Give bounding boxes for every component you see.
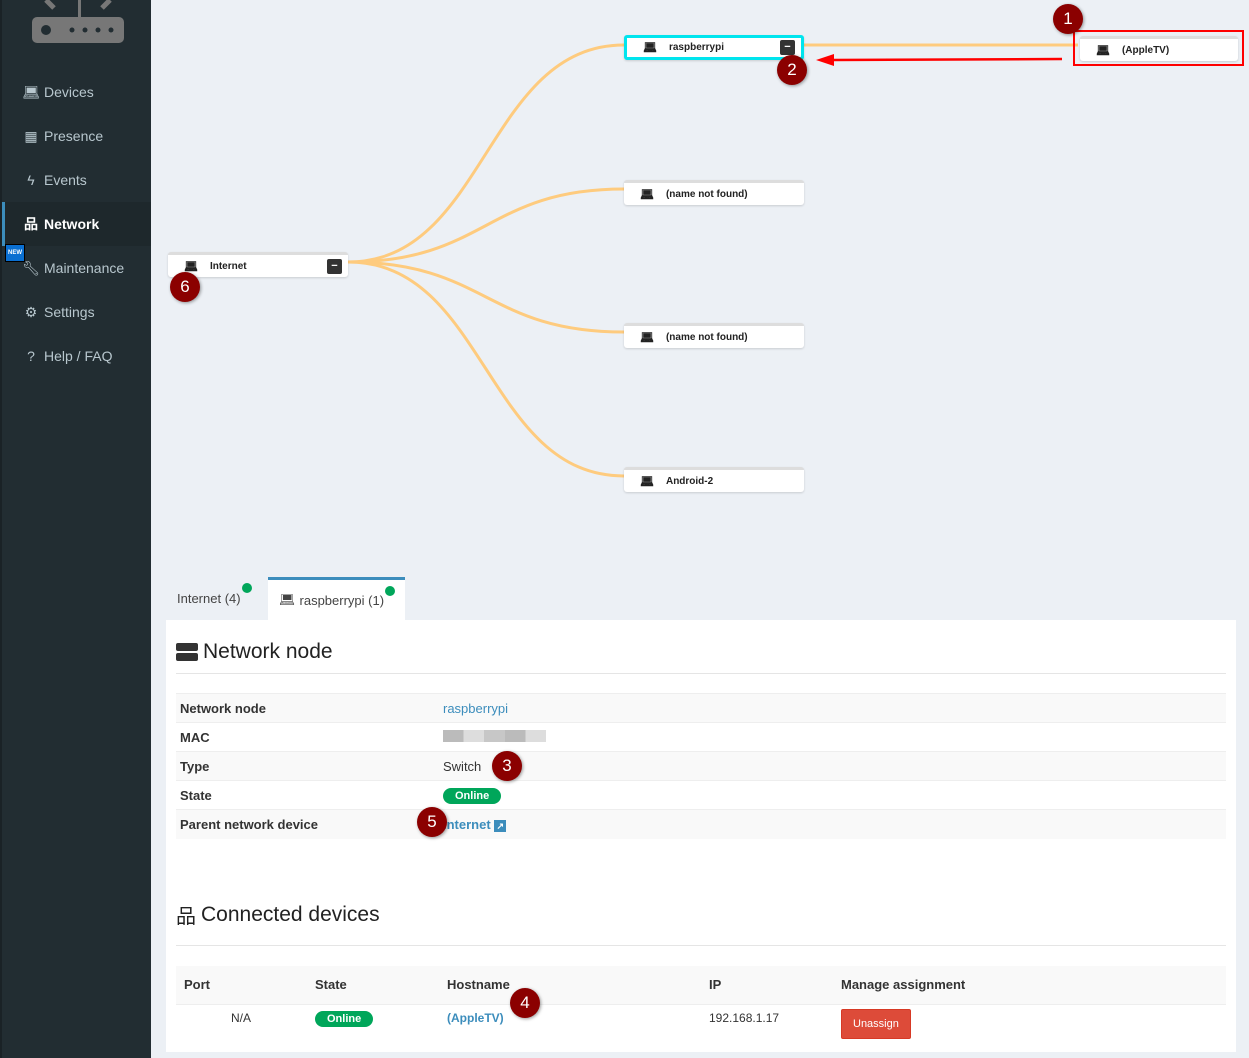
divider [176,945,1226,946]
marker-2: 2 [777,55,807,85]
status-badge: Online [443,787,502,804]
section-title-connected-devices: 品 Connected devices [176,900,380,929]
tab-internet[interactable]: Internet (4) [166,577,268,620]
link-internet-raspberrypi [347,43,625,264]
marker-3: 3 [492,751,522,781]
marker-1: 1 [1053,4,1083,34]
sidebar: 💻︎ Devices ▦ Presence ϟ Events 品 Network 🔧︎ M… [0,0,151,1058]
laptop-icon: 💻︎ [22,83,40,100]
tab-bar: Internet (4) 💻︎ raspberrypi (1) [166,577,405,620]
router-logo-icon [32,0,124,43]
node-link[interactable]: raspberrypi [443,700,509,716]
table-row: Parent network device Internet ↗ [176,809,1226,839]
tree-node-unknown[interactable]: 💻︎ (name not found) [624,323,804,348]
external-link-icon: ↗ [494,819,507,832]
marker-4: 4 [510,988,540,1018]
divider [176,673,1226,674]
tab-raspberrypi[interactable]: 💻︎ raspberrypi (1) [268,577,405,620]
table-row: Network node raspberrypi [176,693,1226,723]
table-row: State Online [176,780,1226,810]
hostname-link[interactable]: (AppleTV) [447,1010,504,1025]
unassign-button[interactable]: Unassign [841,1009,911,1040]
wrench-icon: 🔧︎ [22,259,40,276]
laptop-icon: 💻︎ [184,260,198,273]
sidebar-item-help[interactable]: ? Help / FAQ [2,334,151,378]
laptop-icon: 💻︎ [640,188,654,201]
calendar-icon: ▦ [24,127,38,144]
status-dot [242,583,252,593]
tree-node-appletv[interactable]: 💻︎ (AppleTV) [1080,36,1238,61]
sitemap-icon: 品 [24,216,38,232]
link-internet-node3 [347,260,625,334]
sitemap-icon: 品 [176,906,196,928]
gear-icon: ⚙ [24,303,38,320]
laptop-icon: 💻︎ [640,475,654,488]
sidebar-item-settings[interactable]: ⚙ Settings [2,290,151,334]
link-internet-node2 [347,187,625,264]
laptop-icon: 💻︎ [1096,44,1110,57]
table-row: N/A Online (AppleTV) 192.168.1.17 Unassign [176,1004,1226,1044]
mac-redacted [443,729,546,742]
tree-node-unknown[interactable]: 💻︎ (name not found) [624,180,804,205]
parent-device-link[interactable]: Internet ↗ [443,817,507,832]
annotation-arrowhead [816,54,834,66]
sidebar-item-presence[interactable]: ▦ Presence [2,114,151,158]
collapse-button[interactable]: − [327,259,342,274]
tab-panel: Network node Network node raspberrypi MAC… [166,620,1236,1052]
network-node-table: Network node raspberrypi MAC Type Switch S… [176,693,1226,839]
sidebar-item-devices[interactable]: 💻︎ Devices [2,70,151,114]
status-badge: Online [315,1010,374,1027]
tree-node-internet[interactable]: 💻︎ Internet − [168,252,348,277]
marker-6: 6 [170,272,200,302]
annotation-highlight-box [1073,30,1244,66]
collapse-button[interactable]: − [780,40,795,55]
network-tree-links [347,30,1244,478]
annotation-arrow [831,57,1063,62]
tree-node-raspberrypi[interactable]: 💻︎ raspberrypi − [624,35,804,60]
sidebar-item-network[interactable]: 品 Network [2,202,151,246]
bolt-icon: ϟ [27,172,35,188]
table-row: Type Switch [176,751,1226,781]
laptop-icon: 💻︎ [640,331,654,344]
server-icon [176,643,198,661]
laptop-icon: 💻︎ [279,592,296,607]
marker-5: 5 [417,807,447,837]
new-badge: NEW [5,244,25,262]
laptop-icon: 💻︎ [643,42,657,54]
question-icon: ? [27,348,35,364]
status-dot [385,586,395,596]
sidebar-item-events[interactable]: ϟ Events [2,158,151,202]
section-title-network-node: Network node [176,640,333,664]
tree-node-android[interactable]: 💻︎ Android-2 [624,467,804,492]
sidebar-item-maintenance[interactable]: 🔧︎ Maintenance [2,246,151,290]
table-row: MAC [176,722,1226,752]
link-internet-android [347,260,625,478]
connected-devices-table: Port State Hostname IP Manage assignment N/A… [176,966,1226,1044]
